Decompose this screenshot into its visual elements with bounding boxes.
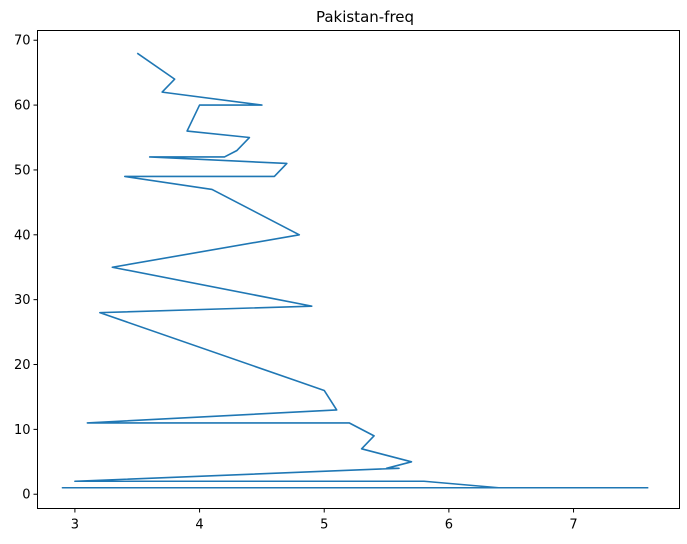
y-tick-label: 70 xyxy=(14,34,31,49)
x-axis-ticks: 3 4 5 6 7 xyxy=(71,508,578,533)
plot-frame xyxy=(37,30,680,509)
y-tick-label: 30 xyxy=(14,293,31,308)
y-tick-label: 10 xyxy=(14,423,31,438)
y-tick-label: 20 xyxy=(14,358,31,373)
y-tick-label: 60 xyxy=(14,99,31,114)
x-tick-label: 6 xyxy=(445,518,453,533)
x-tick-label: 7 xyxy=(569,518,577,533)
data-marks xyxy=(61,52,649,489)
y-tick-label: 0 xyxy=(22,488,30,503)
y-tick-label: 50 xyxy=(14,163,31,178)
y-axis-ticks: 0 10 20 30 40 50 60 70 xyxy=(14,34,38,503)
series-line-0 xyxy=(61,52,649,489)
chart-title: Pakistan-freq xyxy=(316,8,414,26)
plot-area xyxy=(37,30,680,509)
x-tick-label: 4 xyxy=(195,518,203,533)
x-tick-label: 5 xyxy=(320,518,328,533)
x-tick-label: 3 xyxy=(71,518,79,533)
y-tick-label: 40 xyxy=(14,228,31,243)
